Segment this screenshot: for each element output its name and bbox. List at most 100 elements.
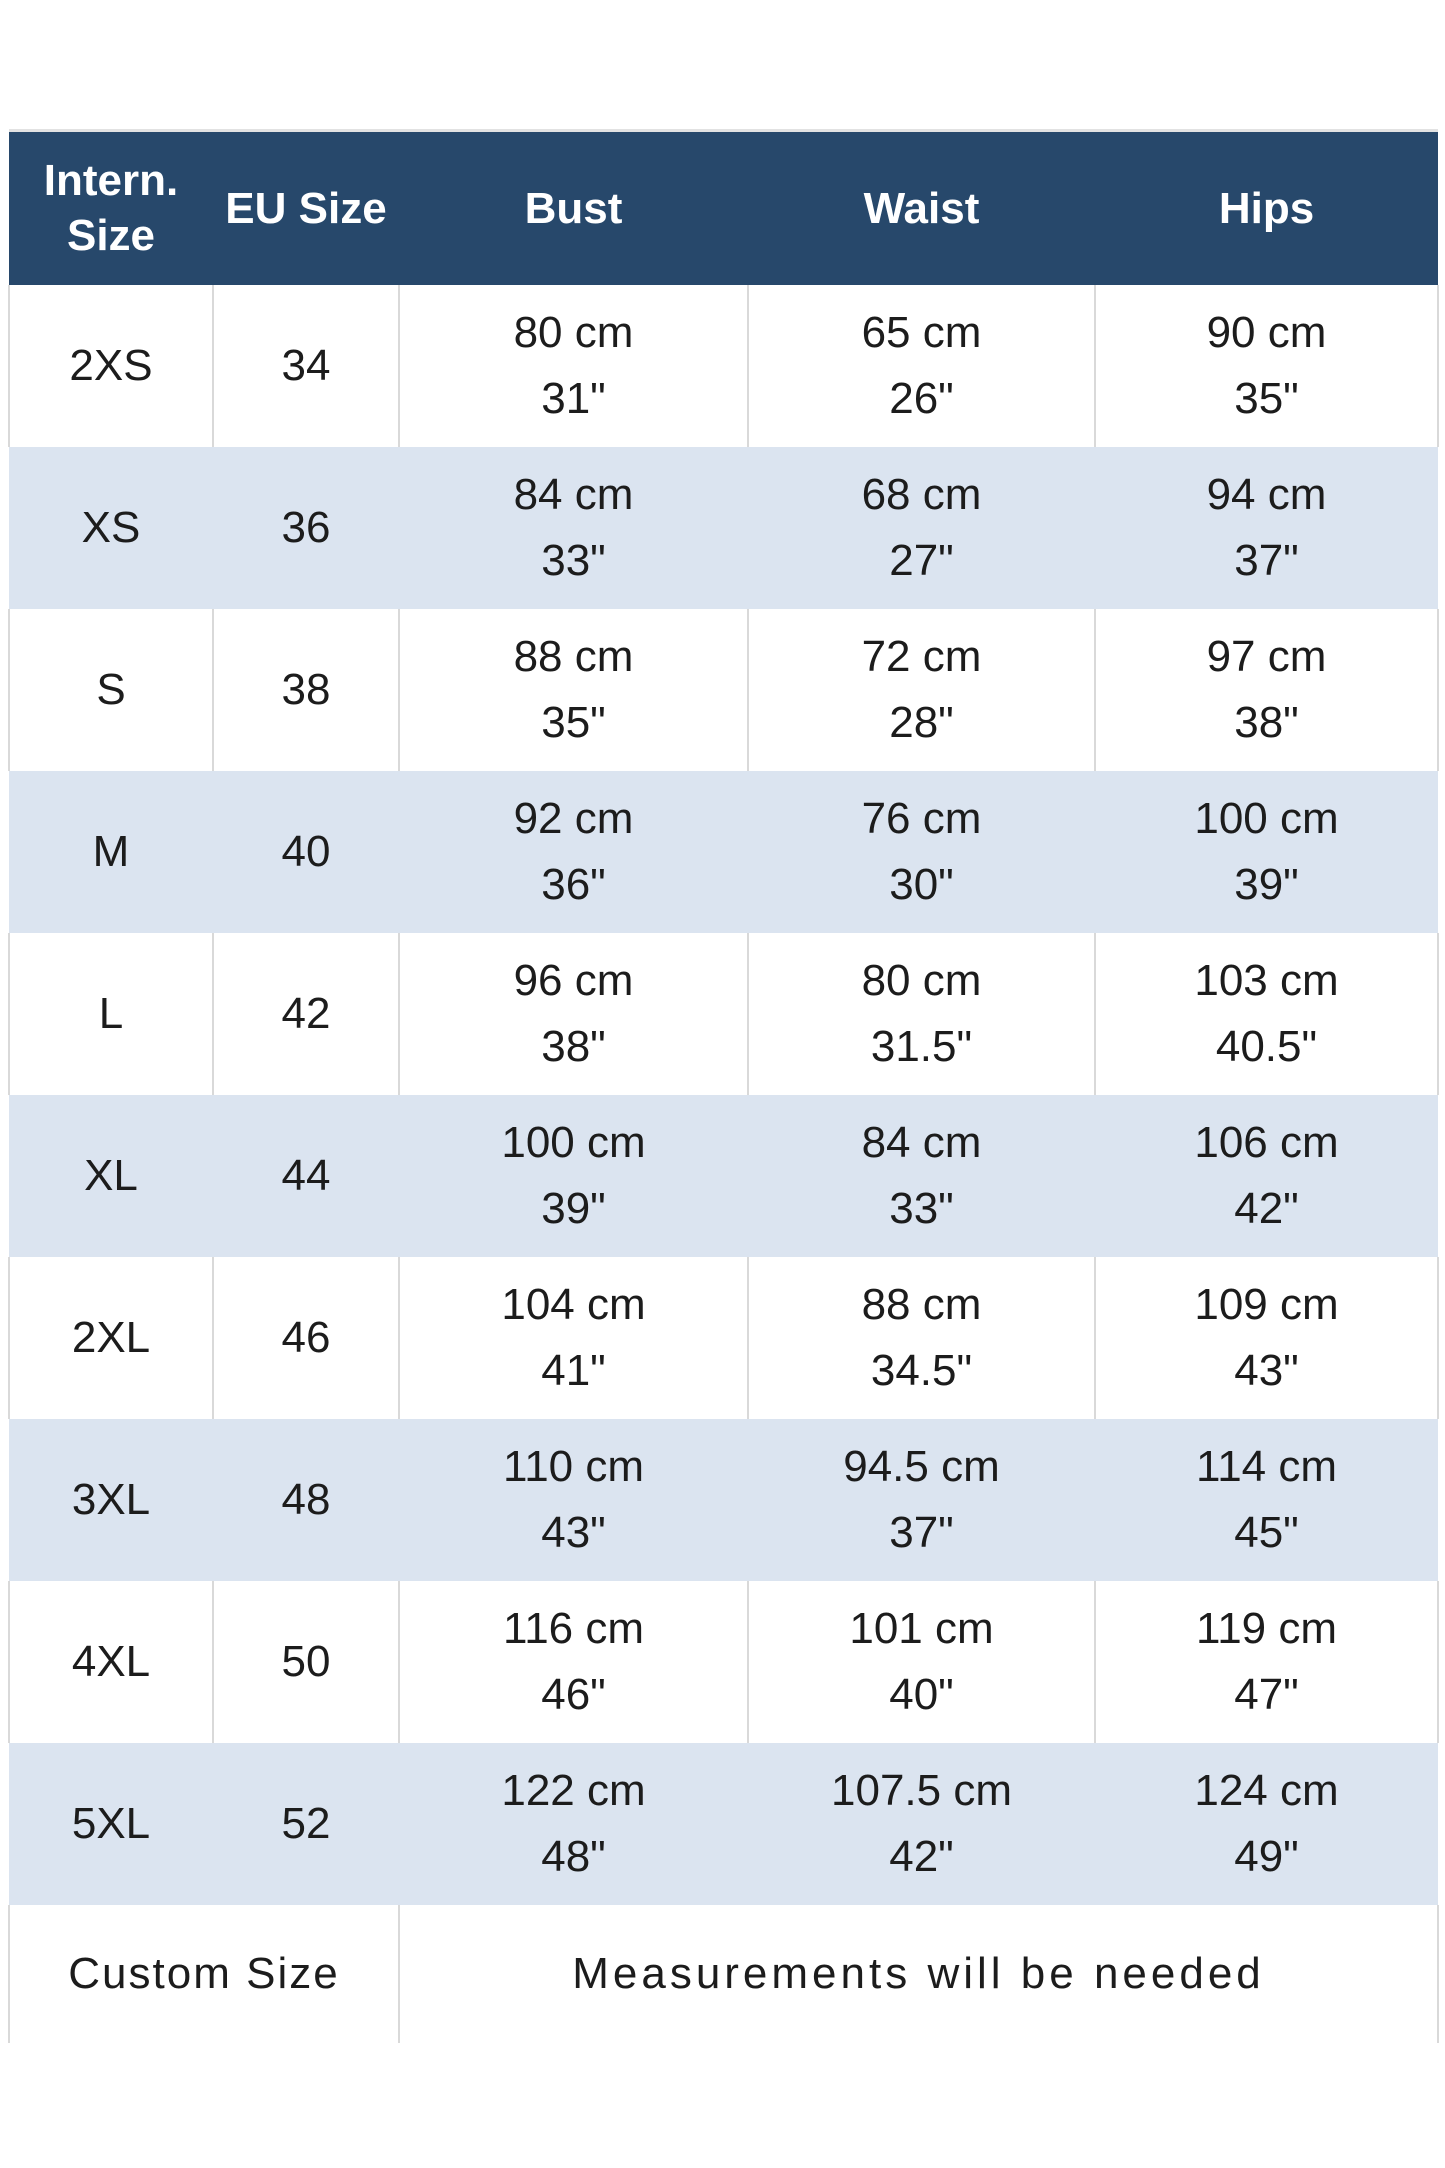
bust-cm: 80 cm xyxy=(513,307,634,357)
cell-eu-size: 40 xyxy=(213,770,399,933)
cell-intern-size: S xyxy=(8,608,214,771)
table-header: Intern. Size EU Size Bust Waist Hips xyxy=(9,129,1438,285)
waist-cm: 84 cm xyxy=(861,1117,982,1167)
cell-intern-size: L xyxy=(8,932,214,1095)
waist-in: 30" xyxy=(889,859,954,909)
custom-size-label: Custom Size xyxy=(68,1948,340,1998)
waist-cm: 80 cm xyxy=(861,955,982,1005)
custom-size-note-cell: Measurements will be needed xyxy=(399,1904,1439,2043)
cell-intern-size: XS xyxy=(9,446,213,609)
waist-in: 26" xyxy=(889,373,954,423)
cell-bust: 92 cm 36" xyxy=(399,770,748,933)
bust-cm: 122 cm xyxy=(501,1765,646,1815)
waist-in: 42" xyxy=(889,1831,954,1881)
cell-bust: 96 cm 38" xyxy=(399,932,749,1095)
hips-cm: 90 cm xyxy=(1206,307,1327,357)
cell-waist: 107.5 cm 42" xyxy=(748,1742,1095,1905)
hips-in: 49" xyxy=(1234,1831,1299,1881)
bust-in: 39" xyxy=(541,1183,606,1233)
cell-eu-size: 36 xyxy=(213,446,399,609)
cell-eu-size: 50 xyxy=(213,1580,400,1743)
bust-in: 35" xyxy=(541,697,606,747)
waist-in: 34.5" xyxy=(870,1345,973,1395)
custom-size-row: Custom Size Measurements will be needed xyxy=(8,1904,1439,2043)
cell-hips: 103 cm 40.5" xyxy=(1095,932,1439,1095)
cell-hips: 124 cm 49" xyxy=(1095,1742,1438,1905)
cell-eu-size: 48 xyxy=(213,1418,399,1581)
cell-hips: 90 cm 35" xyxy=(1095,284,1439,447)
hips-in: 39" xyxy=(1234,859,1299,909)
cell-waist: 76 cm 30" xyxy=(748,770,1095,933)
header-row: Intern. Size EU Size Bust Waist Hips xyxy=(9,129,1438,285)
hips-in: 42" xyxy=(1234,1183,1299,1233)
waist-in: 37" xyxy=(889,1507,954,1557)
cell-waist: 80 cm 31.5" xyxy=(748,932,1096,1095)
waist-cm: 65 cm xyxy=(861,307,982,357)
cell-bust: 80 cm 31" xyxy=(399,284,749,447)
table-row: 3XL 48 110 cm 43" 94.5 cm 37" 114 cm 45" xyxy=(9,1418,1438,1581)
cell-hips: 100 cm 39" xyxy=(1095,770,1438,933)
bust-in: 48" xyxy=(541,1831,606,1881)
cell-intern-size: 2XS xyxy=(8,284,214,447)
bust-in: 33" xyxy=(541,535,606,585)
cell-waist: 84 cm 33" xyxy=(748,1094,1095,1257)
header-eu-size: EU Size xyxy=(213,129,399,285)
table-row: M 40 92 cm 36" 76 cm 30" 100 cm 39" xyxy=(9,770,1438,933)
header-waist: Waist xyxy=(748,129,1095,285)
cell-intern-size: XL xyxy=(9,1094,213,1257)
cell-bust: 110 cm 43" xyxy=(399,1418,748,1581)
cell-intern-size: 2XL xyxy=(8,1256,214,1419)
cell-hips: 97 cm 38" xyxy=(1095,608,1439,771)
bust-cm: 84 cm xyxy=(513,469,634,519)
cell-hips: 114 cm 45" xyxy=(1095,1418,1438,1581)
cell-intern-size: 4XL xyxy=(8,1580,214,1743)
cell-waist: 94.5 cm 37" xyxy=(748,1418,1095,1581)
cell-waist: 88 cm 34.5" xyxy=(748,1256,1096,1419)
waist-in: 33" xyxy=(889,1183,954,1233)
bust-in: 31" xyxy=(541,373,606,423)
cell-bust: 104 cm 41" xyxy=(399,1256,749,1419)
waist-in: 40" xyxy=(889,1669,954,1719)
table-row: 2XS 34 80 cm 31" 65 cm 26" 90 cm 35" xyxy=(8,284,1439,447)
waist-cm: 72 cm xyxy=(861,631,982,681)
size-chart-table: Intern. Size EU Size Bust Waist Hips 2XS… xyxy=(8,129,1439,2043)
custom-size-note: Measurements will be needed xyxy=(572,1948,1265,1998)
bust-in: 46" xyxy=(541,1669,606,1719)
bust-in: 36" xyxy=(541,859,606,909)
hips-in: 47" xyxy=(1234,1669,1299,1719)
header-intern-size: Intern. Size xyxy=(9,129,213,285)
cell-eu-size: 38 xyxy=(213,608,400,771)
table-body: 2XS 34 80 cm 31" 65 cm 26" 90 cm 35" XS 36 … xyxy=(8,284,1439,2043)
hips-in: 40.5" xyxy=(1215,1021,1318,1071)
cell-eu-size: 52 xyxy=(213,1742,399,1905)
table-row: XS 36 84 cm 33" 68 cm 27" 94 cm 37" xyxy=(9,446,1438,609)
bust-cm: 96 cm xyxy=(513,955,634,1005)
cell-waist: 68 cm 27" xyxy=(748,446,1095,609)
bust-cm: 110 cm xyxy=(502,1441,645,1491)
cell-eu-size: 42 xyxy=(213,932,400,1095)
cell-intern-size: M xyxy=(9,770,213,933)
header-bust: Bust xyxy=(399,129,748,285)
hips-in: 45" xyxy=(1234,1507,1299,1557)
table-row: 2XL 46 104 cm 41" 88 cm 34.5" 109 cm 43" xyxy=(8,1256,1439,1419)
waist-in: 31.5" xyxy=(870,1021,973,1071)
cell-bust: 122 cm 48" xyxy=(399,1742,748,1905)
bust-in: 43" xyxy=(541,1507,606,1557)
cell-waist: 65 cm 26" xyxy=(748,284,1096,447)
cell-bust: 100 cm 39" xyxy=(399,1094,748,1257)
waist-cm: 88 cm xyxy=(861,1279,982,1329)
header-hips: Hips xyxy=(1095,129,1438,285)
cell-bust: 84 cm 33" xyxy=(399,446,748,609)
cell-eu-size: 46 xyxy=(213,1256,400,1419)
cell-bust: 88 cm 35" xyxy=(399,608,749,771)
cell-bust: 116 cm 46" xyxy=(399,1580,749,1743)
cell-intern-size: 3XL xyxy=(9,1418,213,1581)
hips-in: 35" xyxy=(1234,373,1299,423)
hips-cm: 119 cm xyxy=(1195,1603,1338,1653)
cell-hips: 119 cm 47" xyxy=(1095,1580,1439,1743)
hips-in: 38" xyxy=(1234,697,1299,747)
hips-cm: 103 cm xyxy=(1194,955,1339,1005)
table-row: L 42 96 cm 38" 80 cm 31.5" 103 cm 40.5" xyxy=(8,932,1439,1095)
table-row: S 38 88 cm 35" 72 cm 28" 97 cm 38" xyxy=(8,608,1439,771)
